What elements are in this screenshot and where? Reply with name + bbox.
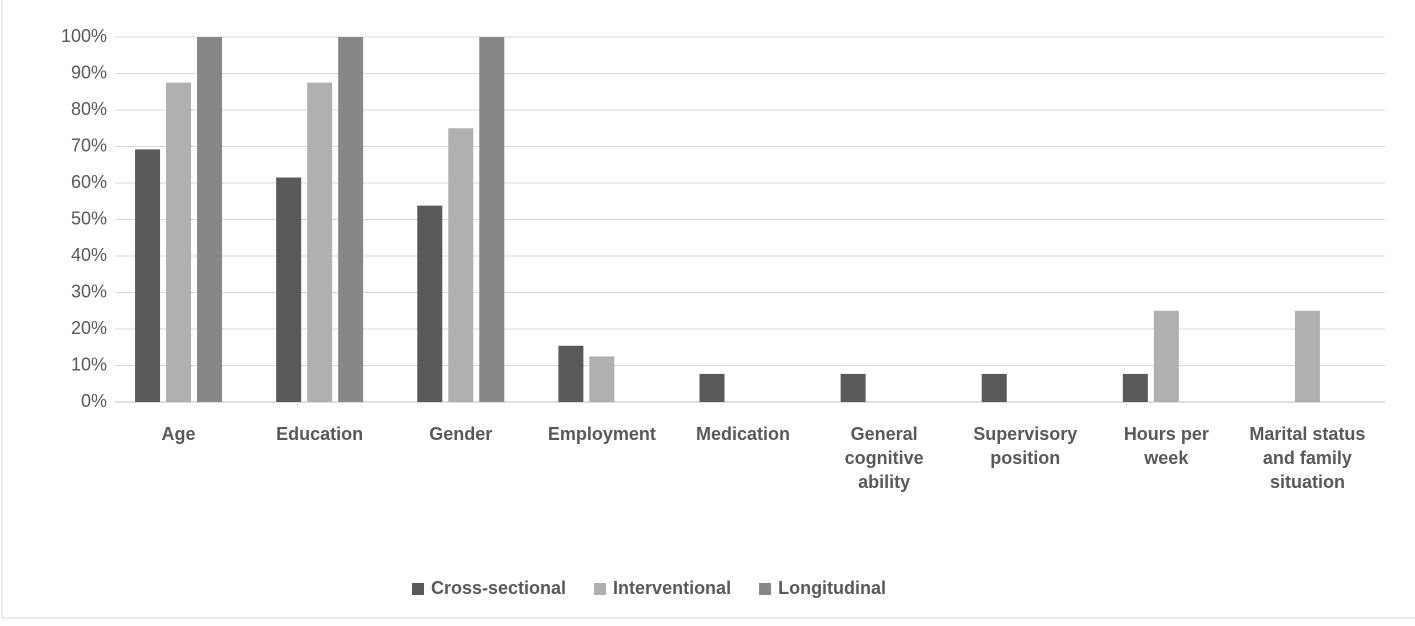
bar xyxy=(1122,373,1148,402)
y-tick-label: 80% xyxy=(71,99,107,119)
y-tick-label: 40% xyxy=(71,245,107,265)
x-tick-label: Gender xyxy=(429,424,493,444)
x-tick-label: Age xyxy=(161,424,196,444)
bar xyxy=(276,177,302,402)
bar xyxy=(840,373,866,402)
legend-swatch xyxy=(759,583,772,595)
bar xyxy=(699,373,725,402)
legend-label: Interventional xyxy=(613,578,731,598)
x-tick-label: Marital status and family situation xyxy=(1249,424,1366,492)
x-tick-label: Education xyxy=(276,424,364,444)
x-tick-label: General cognitive ability xyxy=(844,424,924,492)
bar xyxy=(1294,310,1320,402)
bar xyxy=(981,373,1007,402)
bar xyxy=(479,37,505,402)
x-tick-label: Hours per week xyxy=(1123,424,1209,468)
bar xyxy=(417,205,443,402)
y-tick-label: 90% xyxy=(71,62,107,82)
x-tick-label: Medication xyxy=(695,424,790,444)
legend-label: Longitudinal xyxy=(778,578,886,598)
bar xyxy=(1153,310,1179,402)
bar xyxy=(307,82,333,402)
y-tick-label: 0% xyxy=(81,391,107,411)
y-tick-label: 50% xyxy=(71,208,107,228)
y-tick-label: 10% xyxy=(71,354,107,374)
y-tick-label: 100% xyxy=(61,26,107,46)
bar xyxy=(448,128,474,402)
legend-label: Cross-sectional xyxy=(431,578,566,598)
bar xyxy=(197,37,223,402)
legend-swatch xyxy=(594,583,607,595)
bar xyxy=(135,149,161,402)
y-tick-label: 30% xyxy=(71,281,107,301)
bar xyxy=(589,356,615,402)
legend-swatch xyxy=(412,583,424,595)
bar xyxy=(166,82,192,402)
bar xyxy=(338,37,364,402)
y-tick-label: 20% xyxy=(71,318,107,338)
bar xyxy=(558,345,584,402)
x-tick-label: Employment xyxy=(547,424,656,444)
y-tick-label: 70% xyxy=(71,135,107,155)
y-tick-label: 60% xyxy=(71,172,107,192)
x-tick-label: Supervisory position xyxy=(973,424,1078,468)
